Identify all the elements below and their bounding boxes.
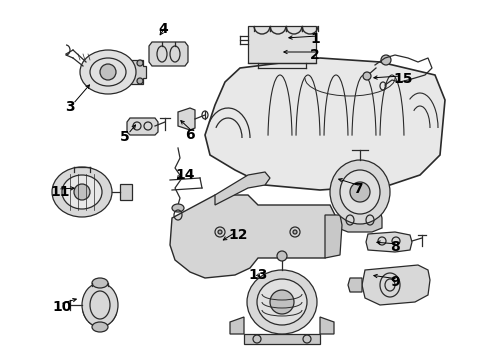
Ellipse shape — [92, 278, 108, 288]
Text: 11: 11 — [50, 185, 70, 199]
Ellipse shape — [381, 55, 391, 65]
Text: 8: 8 — [390, 240, 400, 254]
Ellipse shape — [52, 167, 112, 217]
Ellipse shape — [100, 64, 116, 80]
Ellipse shape — [62, 175, 102, 209]
Ellipse shape — [257, 279, 307, 325]
Ellipse shape — [330, 160, 390, 224]
Polygon shape — [325, 215, 342, 258]
Ellipse shape — [363, 72, 371, 80]
Ellipse shape — [82, 283, 118, 327]
Ellipse shape — [247, 270, 317, 334]
Ellipse shape — [92, 322, 108, 332]
Text: 1: 1 — [310, 32, 320, 46]
Bar — [120, 184, 132, 200]
Text: 10: 10 — [52, 300, 72, 314]
Ellipse shape — [350, 182, 370, 202]
Text: 14: 14 — [175, 168, 195, 182]
Polygon shape — [127, 118, 158, 135]
Polygon shape — [338, 210, 382, 232]
Ellipse shape — [270, 290, 294, 314]
Polygon shape — [366, 232, 412, 252]
Ellipse shape — [340, 170, 380, 214]
Text: 5: 5 — [120, 130, 130, 144]
Text: 4: 4 — [158, 22, 168, 36]
Text: 9: 9 — [390, 275, 400, 289]
Ellipse shape — [80, 50, 136, 94]
Text: 3: 3 — [65, 100, 74, 114]
Bar — [248, 26, 316, 63]
Text: 15: 15 — [393, 72, 413, 86]
Ellipse shape — [137, 78, 143, 84]
Ellipse shape — [74, 184, 90, 200]
Polygon shape — [128, 60, 146, 84]
Text: 13: 13 — [248, 268, 268, 282]
Polygon shape — [178, 108, 195, 130]
Polygon shape — [348, 278, 362, 292]
Text: 6: 6 — [185, 128, 195, 142]
Ellipse shape — [277, 251, 287, 261]
Polygon shape — [230, 317, 244, 334]
Polygon shape — [170, 195, 335, 278]
Ellipse shape — [137, 60, 143, 66]
Polygon shape — [244, 334, 320, 344]
Ellipse shape — [172, 204, 184, 212]
Polygon shape — [149, 42, 188, 66]
Text: 12: 12 — [228, 228, 247, 242]
Text: 2: 2 — [310, 48, 320, 62]
Ellipse shape — [218, 230, 222, 234]
Polygon shape — [215, 172, 270, 205]
Polygon shape — [320, 317, 334, 334]
Text: 7: 7 — [353, 182, 363, 196]
Polygon shape — [362, 265, 430, 305]
Polygon shape — [205, 58, 445, 190]
Ellipse shape — [293, 230, 297, 234]
